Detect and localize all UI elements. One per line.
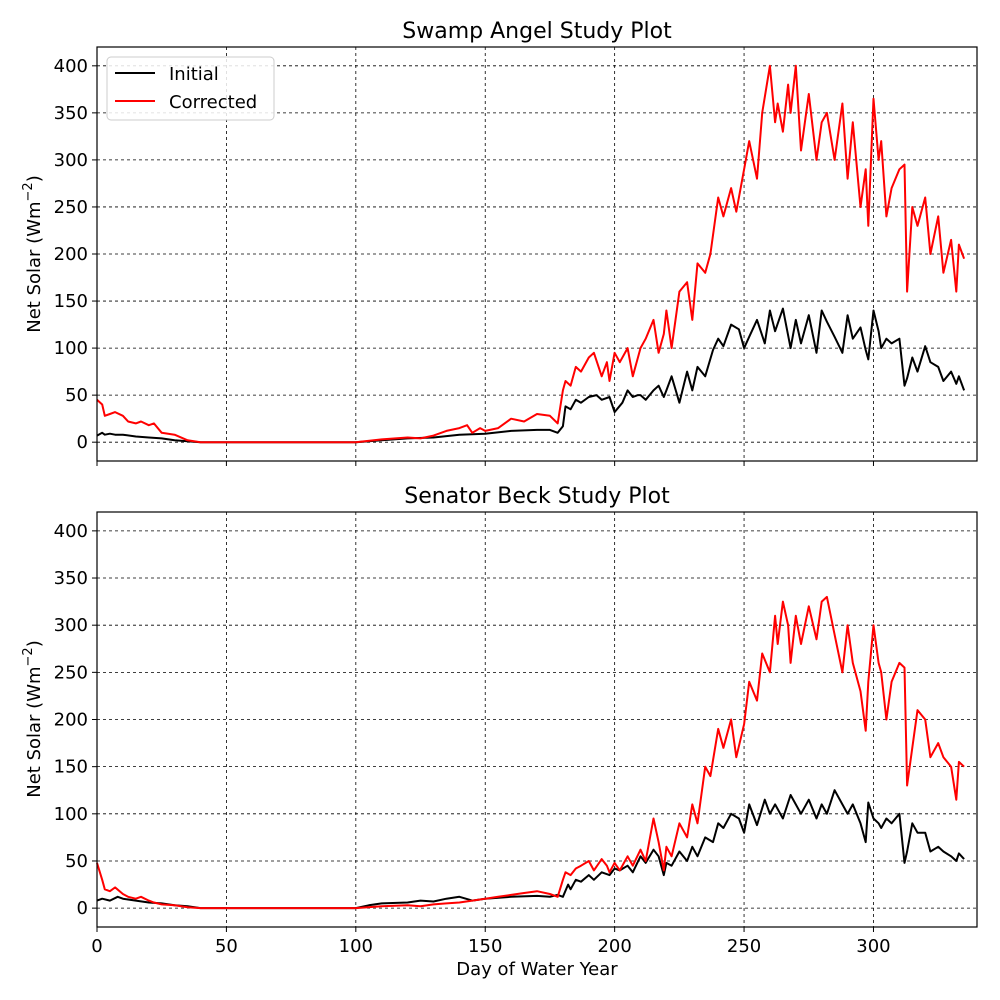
y-axis-label-sup: −2 <box>21 182 36 201</box>
x-tick-marks <box>96 461 874 466</box>
y-tick-label: 400 <box>54 56 88 77</box>
y-axis-label-main: Net Solar (Wm <box>24 666 45 797</box>
y-tick-label: 200 <box>54 244 88 265</box>
y-tick-label: 400 <box>54 521 88 542</box>
y-tick-label: 200 <box>54 710 88 731</box>
y-axis-label-main: Net Solar (Wm <box>24 201 45 332</box>
series-group <box>96 64 966 444</box>
x-tick-label: 150 <box>468 936 502 957</box>
y-tick-label: 150 <box>54 757 88 778</box>
x-tick-label: 0 <box>91 936 102 957</box>
y-axis-label-sup: −2 <box>21 647 36 666</box>
y-tick-label: 0 <box>77 432 88 453</box>
legend-label-initial: Initial <box>169 64 219 85</box>
series-line-corrected <box>96 64 966 444</box>
y-tick-label: 350 <box>54 568 88 589</box>
y-tick-label: 50 <box>65 385 88 406</box>
x-axis-label: Day of Water Year <box>456 959 618 980</box>
legend: Initial Corrected <box>106 56 275 121</box>
y-tick-label: 350 <box>54 103 88 124</box>
x-tick-label: 50 <box>215 936 238 957</box>
y-tick-label: 150 <box>54 291 88 312</box>
series-line-initial <box>96 789 965 910</box>
gridlines <box>96 47 977 461</box>
panel-title: Senator Beck Study Plot <box>404 484 670 509</box>
series-group <box>96 595 965 910</box>
panel-title: Swamp Angel Study Plot <box>402 19 672 44</box>
panel-swamp-angel: Swamp Angel Study Plot 0 50 100 150 200 250 30… <box>21 19 978 466</box>
y-tick-labels: 0 50 100 150 200 250 300 350 400 <box>54 56 97 453</box>
panel-senator-beck: Senator Beck Study Plot 0 50 100 150 200 250 3… <box>21 484 978 980</box>
legend-label-corrected: Corrected <box>169 92 257 113</box>
y-tick-label: 250 <box>54 662 88 683</box>
y-tick-label: 50 <box>65 851 88 872</box>
y-tick-label: 300 <box>54 150 88 171</box>
x-tick-label: 300 <box>856 936 890 957</box>
y-tick-label: 300 <box>54 615 88 636</box>
y-axis-label: Net Solar (Wm−2) <box>21 640 45 797</box>
y-tick-labels: 0 50 100 150 200 250 300 350 400 <box>54 521 97 919</box>
series-line-corrected <box>96 595 965 910</box>
x-tick-label: 250 <box>727 936 761 957</box>
y-tick-label: 100 <box>54 804 88 825</box>
y-tick-label: 100 <box>54 338 88 359</box>
y-tick-label: 0 <box>77 898 88 919</box>
y-tick-label: 250 <box>54 197 88 218</box>
y-axis-label: Net Solar (Wm−2) <box>21 175 45 332</box>
x-tick-label: 100 <box>339 936 373 957</box>
x-tick-label: 200 <box>597 936 631 957</box>
x-tick-labels: 0 50 100 150 200 250 300 <box>91 927 891 957</box>
y-axis-label-close: ) <box>24 640 45 647</box>
y-axis-label-close: ) <box>24 175 45 182</box>
